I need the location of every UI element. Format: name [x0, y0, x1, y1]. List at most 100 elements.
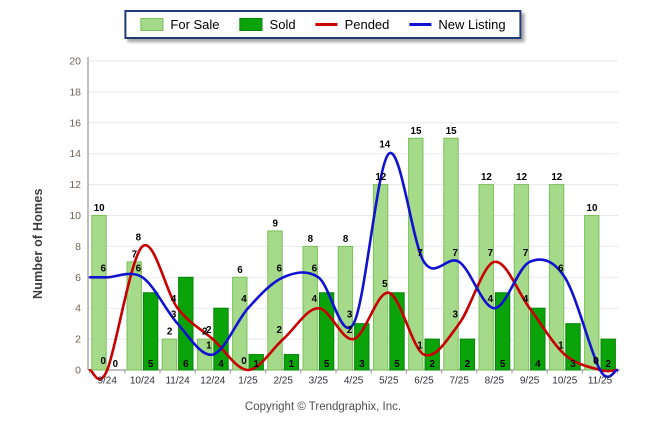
- x-axis-label: 8/25: [485, 376, 505, 387]
- value-label-new-listing: 6: [558, 263, 564, 274]
- copyright-text: Copyright © Trendgraphix, Inc.: [244, 401, 402, 413]
- legend-swatch-new-listing: [409, 23, 432, 26]
- y-tick-label: 6: [75, 272, 81, 284]
- legend-item-pended: Pended: [315, 17, 389, 32]
- value-label-new-listing: 7: [523, 248, 529, 259]
- y-axis-title: Number of Homes: [31, 188, 45, 299]
- bar-sold: [283, 354, 300, 371]
- legend-item-new-listing: New Listing: [409, 17, 506, 32]
- x-axis-label: 10/24: [130, 376, 155, 387]
- x-axis-label: 7/25: [449, 376, 469, 387]
- value-label-new-listing: 6: [100, 263, 106, 274]
- value-label-sold: 2: [465, 359, 471, 370]
- value-label-new-listing: 1: [206, 341, 212, 352]
- value-label-new-listing: 3: [171, 310, 177, 321]
- x-axis-label: 4/25: [344, 376, 364, 387]
- x-axis-label: 11/25: [588, 376, 613, 387]
- bar-sold: [459, 338, 476, 371]
- legend-swatch-pended: [315, 23, 338, 26]
- value-label-pended: 0: [100, 356, 106, 367]
- value-label-pended: 4: [523, 294, 529, 305]
- bar-for-sale: [443, 137, 459, 371]
- value-label-new-listing: 6: [312, 263, 318, 274]
- value-label-sold: 2: [605, 359, 611, 370]
- legend-label-sold: Sold: [269, 17, 296, 32]
- x-axis-label: 9/25: [520, 376, 540, 387]
- value-label-pended: 1: [417, 341, 423, 352]
- y-tick-label: 8: [75, 241, 81, 253]
- value-label-sold: 1: [253, 359, 259, 370]
- value-label-pended: 8: [136, 232, 142, 243]
- value-label-sold: 1: [289, 359, 295, 370]
- value-label-for-sale: 6: [237, 265, 243, 276]
- value-label-new-listing: 4: [241, 294, 247, 305]
- value-label-new-listing: 6: [276, 263, 282, 274]
- x-axis-label: 1/25: [238, 376, 258, 387]
- value-label-for-sale: 8: [343, 234, 349, 245]
- bar-for-sale: [337, 245, 354, 371]
- legend-swatch-sold: [239, 18, 263, 31]
- value-label-for-sale: 12: [516, 172, 527, 183]
- value-label-sold: 5: [500, 359, 506, 370]
- value-label-pended: 4: [312, 294, 318, 305]
- bar-sold: [178, 276, 194, 371]
- value-label-sold: 5: [324, 359, 330, 370]
- y-tick-label: 0: [75, 365, 81, 377]
- value-label-pended: 4: [171, 294, 177, 305]
- value-label-for-sale: 12: [481, 172, 492, 183]
- chart-legend: For Sale Sold Pended New Listing: [124, 10, 522, 39]
- value-label-sold: 5: [148, 359, 154, 370]
- x-axis-label: 2/25: [273, 376, 293, 387]
- bar-for-sale: [478, 184, 494, 371]
- bar-for-sale: [267, 230, 283, 371]
- bar-sold: [494, 292, 511, 371]
- value-label-for-sale: 15: [446, 126, 457, 137]
- value-label-for-sale: 7: [132, 249, 138, 260]
- value-label-for-sale: 2: [202, 327, 208, 338]
- value-label-new-listing: 14: [379, 140, 390, 151]
- y-tick-label: 10: [69, 210, 81, 222]
- line-new-listing: [88, 152, 619, 379]
- x-axis-label: 6/25: [414, 376, 434, 387]
- x-axis-label: 9/24: [97, 376, 117, 387]
- value-label-for-sale: 10: [587, 203, 598, 214]
- value-label-sold: 0: [113, 359, 119, 370]
- value-label-new-listing: 0: [593, 356, 599, 367]
- bar-for-sale: [91, 215, 107, 371]
- y-tick-label: 2: [75, 334, 81, 346]
- bar-for-sale: [232, 276, 248, 371]
- x-axis-label: 10/25: [552, 376, 577, 387]
- bar-for-sale: [513, 184, 530, 371]
- y-tick-label: 4: [75, 303, 81, 315]
- value-label-for-sale: 2: [167, 327, 173, 338]
- value-label-sold: 4: [218, 359, 224, 370]
- value-label-pended: 3: [452, 310, 458, 321]
- value-label-sold: 6: [183, 359, 189, 370]
- value-label-new-listing: 4: [488, 294, 494, 305]
- bar-sold: [142, 292, 159, 371]
- value-label-new-listing: 6: [136, 263, 142, 274]
- legend-item-for-sale: For Sale: [140, 17, 220, 32]
- x-axis-label: 5/25: [379, 376, 399, 387]
- line-pended: [88, 243, 619, 381]
- value-label-new-listing: 7: [417, 248, 423, 259]
- bar-for-sale: [584, 215, 600, 371]
- bar-for-sale: [408, 137, 424, 371]
- value-label-pended: 5: [382, 279, 388, 290]
- legend-swatch-for-sale: [140, 18, 164, 31]
- value-label-for-sale: 9: [272, 218, 278, 229]
- value-label-for-sale: 12: [551, 172, 562, 183]
- value-label-for-sale: 8: [308, 234, 314, 245]
- value-label-pended: 2: [206, 325, 212, 336]
- value-label-for-sale: 10: [94, 203, 105, 214]
- legend-label-for-sale: For Sale: [170, 17, 220, 32]
- value-label-sold: 3: [570, 359, 576, 370]
- y-tick-label: 20: [69, 56, 81, 68]
- value-label-sold: 3: [359, 359, 365, 370]
- legend-item-sold: Sold: [239, 17, 296, 32]
- value-label-pended: 2: [276, 325, 282, 336]
- value-label-pended: 0: [241, 356, 247, 367]
- y-tick-label: 14: [69, 148, 81, 160]
